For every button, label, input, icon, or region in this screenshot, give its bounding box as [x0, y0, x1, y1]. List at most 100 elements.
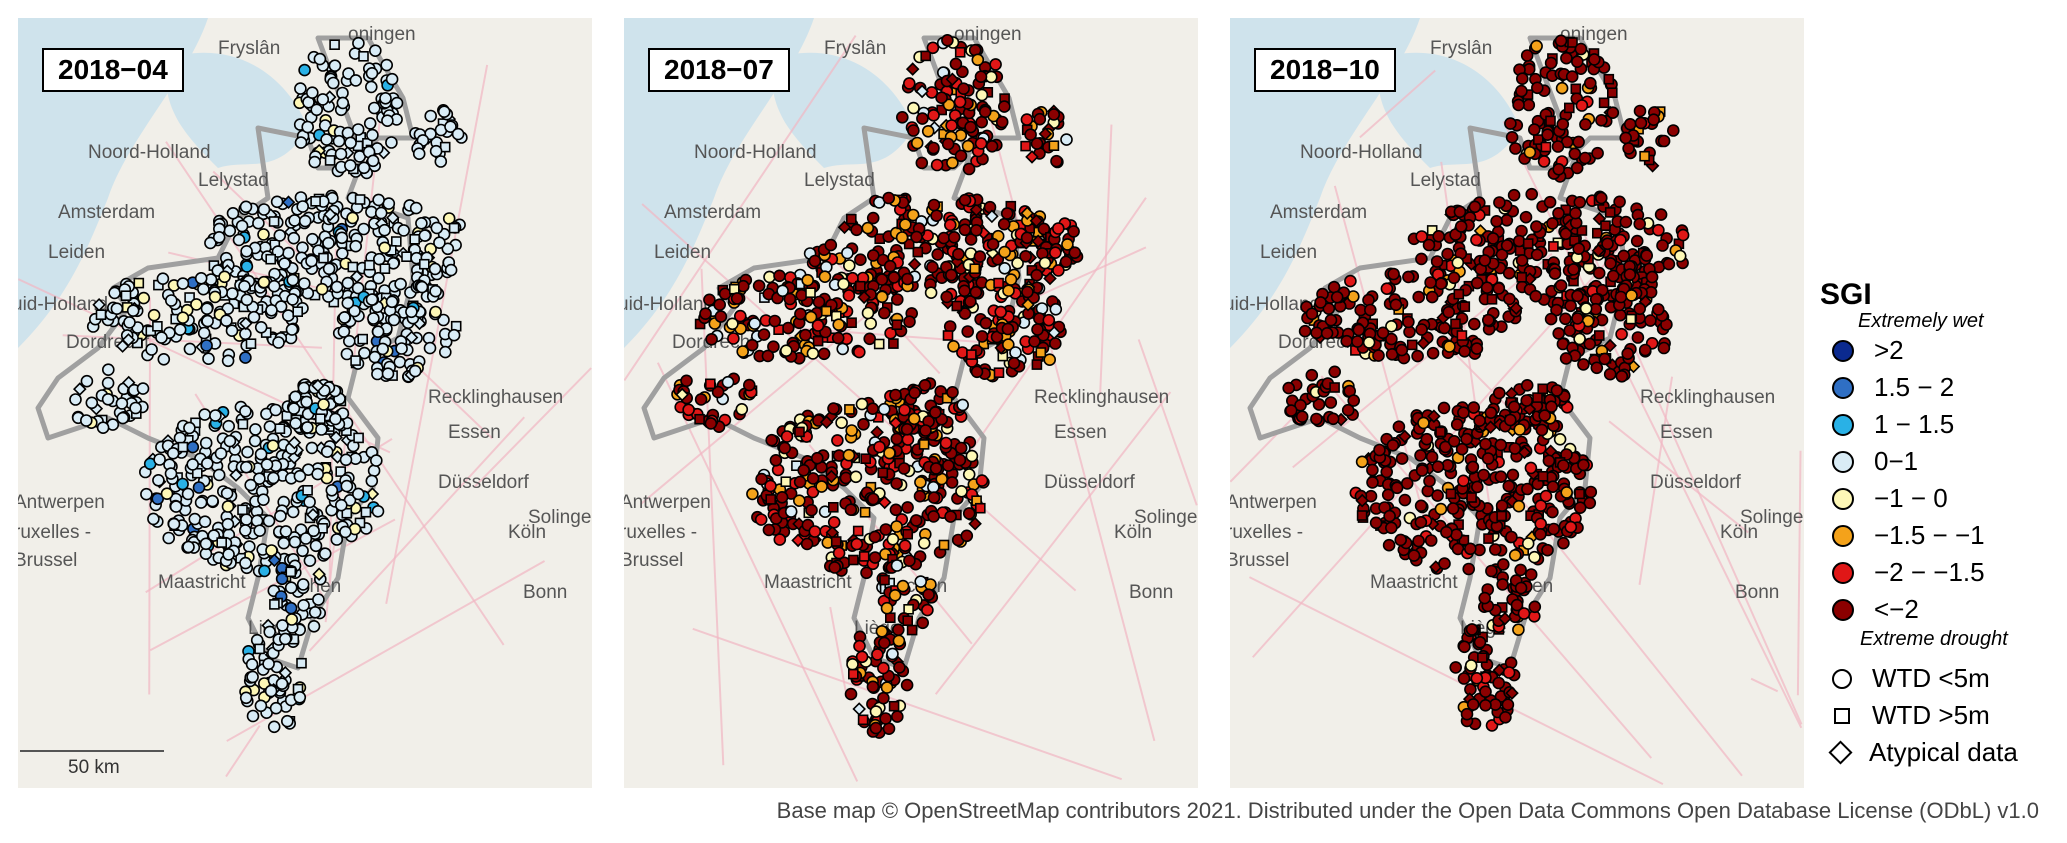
- well-point-circle: [902, 77, 916, 90]
- well-point-circle: [1480, 281, 1494, 295]
- well-point-circle: [363, 117, 377, 130]
- well-point-circle: [1007, 356, 1021, 370]
- well-point-square: [1459, 301, 1471, 312]
- well-point-circle: [1527, 123, 1541, 136]
- well-point-circle: [1443, 340, 1456, 353]
- well-point-circle: [201, 457, 214, 470]
- legend-swatch: [1832, 524, 1854, 547]
- well-point-circle: [1622, 142, 1635, 155]
- well-point-circle: [1412, 290, 1425, 304]
- well-point-diamond: [852, 702, 866, 716]
- well-point-circle: [1577, 358, 1590, 371]
- well-point-diamond: [857, 290, 871, 305]
- well-point-circle: [1398, 493, 1412, 507]
- well-point-circle: [1528, 550, 1541, 564]
- well-point-circle: [1414, 449, 1427, 462]
- well-point-circle: [1614, 290, 1628, 304]
- well-point-square: [448, 222, 460, 234]
- well-point-circle: [190, 298, 203, 311]
- well-point-circle: [1568, 147, 1582, 161]
- well-point-circle: [775, 490, 789, 504]
- well-point-circle: [1449, 661, 1462, 674]
- well-point-circle: [941, 137, 955, 151]
- well-point-circle: [711, 385, 725, 399]
- well-point-circle: [308, 605, 322, 619]
- well-point-circle: [364, 80, 378, 94]
- well-point-circle: [1330, 290, 1344, 304]
- well-point-circle: [907, 101, 920, 115]
- well-point-square: [705, 378, 716, 390]
- well-point-circle: [1676, 228, 1690, 242]
- well-point-square: [1522, 238, 1534, 249]
- road-line: [934, 391, 1172, 695]
- scale-bar: [20, 750, 164, 752]
- well-point-circle: [371, 367, 384, 381]
- well-point-circle: [387, 313, 401, 327]
- sea-area: [1230, 18, 1420, 348]
- well-point-circle: [1559, 227, 1573, 241]
- well-point-circle: [895, 111, 909, 124]
- well-point-circle: [1505, 131, 1519, 144]
- road-line: [624, 35, 857, 382]
- road-line: [1248, 576, 1664, 786]
- well-point-circle: [868, 551, 882, 564]
- well-point-circle: [780, 430, 794, 443]
- well-point-circle: [1644, 314, 1657, 327]
- well-point-circle: [1623, 268, 1637, 281]
- well-point-circle: [316, 93, 330, 106]
- well-point-circle: [1499, 710, 1512, 724]
- well-point-square: [1532, 392, 1543, 403]
- well-point-diamond: [1504, 386, 1519, 401]
- road-line: [1750, 677, 1779, 693]
- well-point-circle: [1415, 252, 1428, 266]
- well-point-circle: [212, 468, 226, 482]
- place-label-koln: Köln: [508, 522, 546, 543]
- well-point-circle: [240, 293, 254, 307]
- well-point-circle: [945, 119, 958, 132]
- well-point-circle: [225, 324, 239, 338]
- well-point-square: [812, 335, 824, 347]
- well-point-circle: [1394, 533, 1407, 547]
- well-point-circle: [339, 525, 352, 539]
- well-point-circle: [200, 302, 214, 316]
- well-point-circle: [890, 432, 904, 446]
- well-point-circle: [940, 290, 954, 304]
- well-point-circle: [1564, 299, 1577, 313]
- well-point-circle: [907, 412, 921, 426]
- place-label-brussel: Brussel: [1230, 550, 1289, 571]
- well-point-circle: [1559, 312, 1572, 326]
- well-point-circle: [995, 115, 1009, 129]
- well-point-circle: [929, 462, 943, 475]
- well-point-circle: [1521, 482, 1534, 496]
- well-point-circle: [868, 530, 882, 544]
- well-point-circle: [1502, 479, 1516, 493]
- well-point-circle: [896, 579, 910, 593]
- well-point-circle: [162, 531, 175, 545]
- well-point-circle: [1579, 118, 1592, 131]
- well-point-circle: [1673, 249, 1687, 263]
- well-point-circle: [1631, 331, 1645, 344]
- well-point-circle: [694, 393, 708, 406]
- well-point-circle: [890, 559, 904, 572]
- place-label-essen: Essen: [1054, 422, 1107, 443]
- well-point-circle: [877, 306, 891, 320]
- legend-swatch: [1832, 561, 1854, 584]
- well-point-circle: [748, 317, 761, 330]
- well-point-square: [358, 50, 369, 62]
- well-point-circle: [1392, 420, 1406, 434]
- well-point-circle: [1494, 470, 1508, 484]
- well-point-diamond: [73, 382, 87, 396]
- well-point-circle: [349, 74, 363, 87]
- well-point-circle: [778, 441, 791, 455]
- well-point-circle: [827, 515, 841, 529]
- well-point-circle: [875, 273, 889, 286]
- well-point-circle: [1030, 268, 1044, 282]
- well-point-circle: [1492, 676, 1506, 690]
- place-label-antwerpen: Antwerpen: [624, 492, 711, 513]
- well-point-circle: [892, 634, 906, 648]
- place-label-koln: Köln: [1114, 522, 1152, 543]
- well-point-diamond: [278, 666, 293, 680]
- well-point-circle: [864, 317, 877, 330]
- well-point-square: [1477, 652, 1488, 664]
- well-point-circle: [257, 275, 271, 289]
